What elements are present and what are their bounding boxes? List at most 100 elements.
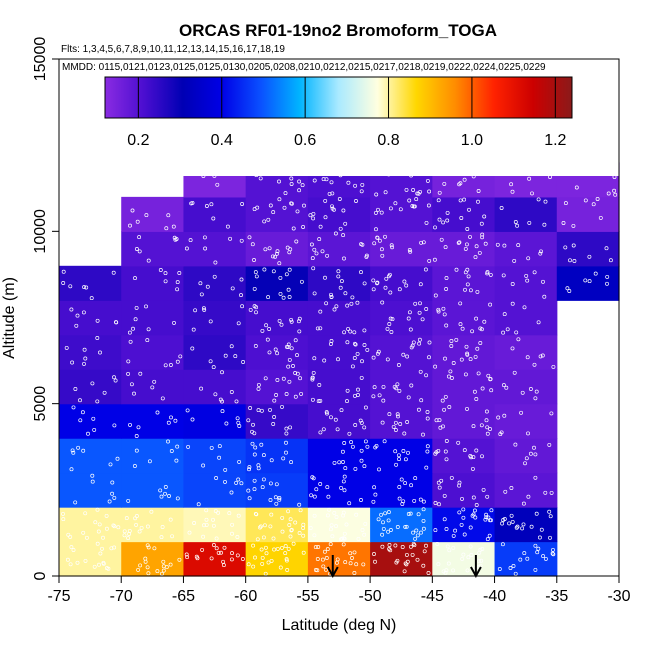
sample-point	[360, 359, 364, 364]
sample-point	[395, 525, 400, 529]
sample-point	[312, 247, 317, 252]
sample-point	[126, 536, 131, 541]
sample-point	[271, 210, 276, 215]
sample-point	[416, 407, 421, 412]
sample-point	[362, 328, 367, 333]
x-axis-label: Latitude (deg N)	[282, 617, 397, 634]
sample-point	[217, 444, 222, 449]
sample-point	[424, 220, 429, 225]
sample-point	[267, 350, 272, 355]
sample-point	[277, 496, 282, 500]
sample-point	[549, 490, 554, 495]
sample-point	[468, 234, 472, 239]
sample-point	[476, 371, 481, 376]
x-tick-label: -65	[172, 588, 195, 605]
sample-point	[465, 406, 469, 411]
sample-point	[185, 408, 190, 413]
sample-point	[342, 474, 347, 479]
sample-point	[404, 187, 409, 192]
sample-point	[525, 355, 530, 360]
sample-point	[342, 488, 347, 493]
sample-point	[547, 509, 552, 514]
sample-point	[204, 204, 209, 208]
sample-point	[349, 301, 354, 306]
heatmap-cell	[432, 334, 496, 370]
x-tick-label: -40	[483, 588, 506, 605]
sample-point	[234, 399, 239, 404]
heatmap-cell	[556, 196, 620, 232]
sample-point	[567, 289, 572, 293]
dates-label: MMDD: 0115,0121,0123,0125,0125,0130,0205…	[62, 62, 546, 73]
sample-point	[469, 553, 474, 557]
y-tick-label: 5000	[32, 386, 49, 422]
sample-point	[433, 501, 438, 505]
y-tick-label: 15000	[32, 37, 49, 82]
sample-point	[170, 534, 175, 539]
sample-point	[551, 552, 556, 557]
sample-point	[371, 499, 376, 504]
sample-point	[488, 272, 493, 277]
sample-point	[461, 507, 466, 512]
sample-point	[424, 307, 429, 311]
sample-point	[222, 545, 227, 550]
sample-point	[474, 397, 479, 401]
sample-point	[220, 409, 225, 414]
sample-point	[395, 412, 400, 417]
sample-point	[407, 248, 412, 252]
sample-point	[460, 326, 465, 331]
sample-point	[444, 276, 449, 280]
sample-point	[289, 182, 294, 186]
sample-point	[439, 478, 444, 483]
sample-point	[310, 256, 315, 261]
sample-point	[287, 357, 292, 362]
sample-point	[446, 561, 451, 566]
sample-point	[523, 461, 527, 466]
sample-point	[381, 526, 386, 531]
sample-point	[421, 432, 425, 437]
sample-point	[445, 210, 450, 215]
sample-point	[408, 249, 413, 254]
sample-point	[134, 305, 139, 310]
sample-point	[330, 534, 335, 539]
sample-point	[437, 217, 442, 222]
sample-point	[519, 410, 524, 415]
y-tick-label: 0	[32, 571, 49, 580]
sample-point	[161, 568, 166, 573]
sample-point	[488, 377, 493, 381]
sample-point	[539, 527, 544, 532]
sample-point	[146, 571, 151, 576]
sample-point	[411, 188, 416, 192]
sample-point	[563, 245, 568, 250]
sample-point	[273, 254, 278, 259]
sample-point	[255, 537, 260, 542]
sample-point	[359, 270, 363, 275]
sample-point	[127, 330, 132, 335]
sample-point	[413, 476, 418, 481]
sample-point	[149, 509, 154, 514]
sample-point	[462, 177, 467, 182]
sample-point	[354, 512, 359, 517]
sample-point	[342, 531, 347, 536]
sample-point	[199, 386, 204, 391]
sample-point	[502, 312, 507, 317]
sample-point	[236, 321, 241, 326]
sample-point	[239, 277, 244, 282]
heatmap-cell	[494, 438, 558, 474]
sample-point	[427, 189, 432, 194]
sample-point	[572, 259, 577, 263]
sample-point	[279, 322, 284, 327]
sample-point	[274, 251, 279, 256]
sample-point	[410, 343, 415, 348]
sample-point	[86, 431, 90, 436]
sample-point	[377, 238, 382, 243]
sample-point	[81, 448, 86, 453]
sample-point	[489, 388, 494, 393]
sample-point	[510, 519, 515, 524]
sample-point	[436, 562, 441, 567]
sample-point	[481, 487, 486, 492]
sample-point	[98, 350, 102, 355]
sample-point	[188, 238, 193, 243]
sample-point	[423, 267, 428, 272]
sample-point	[315, 557, 320, 561]
sample-point	[298, 376, 303, 381]
